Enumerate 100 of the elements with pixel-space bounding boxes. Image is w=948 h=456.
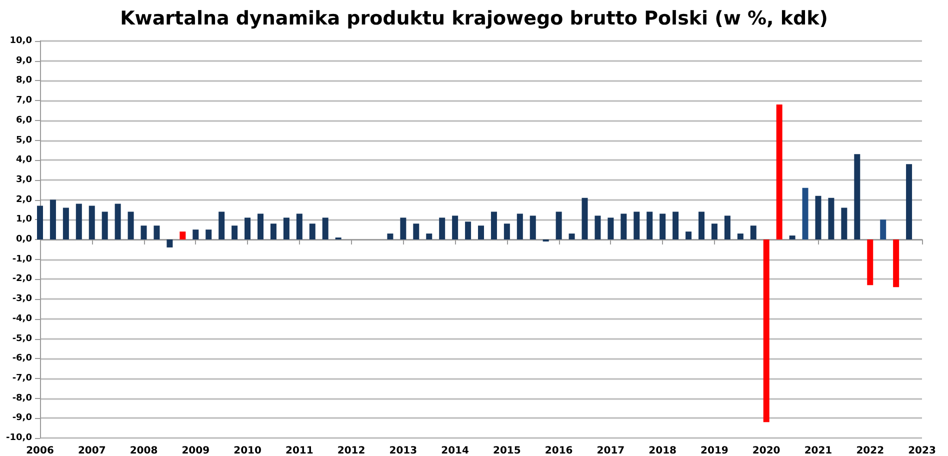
bar [530, 216, 536, 240]
chart-title: Kwartalna dynamika produktu krajowego brutto Polski (w %, kdk) [120, 8, 828, 30]
x-tick-label: 2019 [700, 446, 728, 456]
bar [154, 226, 160, 240]
bar [270, 224, 276, 240]
bar [660, 214, 666, 240]
bar [426, 234, 432, 240]
bar [387, 234, 394, 240]
x-tick-label: 2010 [234, 446, 262, 456]
x-tick-label: 2008 [130, 446, 158, 456]
bar [478, 226, 484, 240]
bar [854, 154, 860, 240]
bar [322, 218, 328, 240]
bar [594, 216, 601, 240]
y-tick-label: -7,0 [12, 373, 32, 384]
bar [206, 230, 212, 240]
bar [504, 224, 510, 240]
bar [620, 214, 627, 240]
bar [140, 226, 147, 240]
x-tick-label: 2023 [908, 446, 936, 456]
bar [114, 204, 121, 240]
bar [672, 212, 679, 240]
bar [180, 232, 186, 240]
bar [737, 234, 744, 240]
bar [413, 224, 420, 240]
bar [166, 240, 173, 248]
bar [128, 212, 134, 240]
bar [634, 212, 640, 240]
y-tick-label: 0,0 [16, 234, 32, 244]
y-tick-label: -2,0 [12, 274, 32, 284]
y-tick-label: -5,0 [12, 334, 32, 344]
bar [841, 208, 848, 240]
bar [608, 218, 614, 240]
x-tick-label: 2006 [26, 446, 54, 456]
x-tick-label: 2021 [804, 446, 832, 456]
bar [789, 236, 796, 240]
bar [465, 222, 472, 240]
x-tick-label: 2013 [389, 446, 418, 456]
bar [686, 232, 692, 240]
y-tick-label: 8,0 [16, 76, 32, 86]
bar [906, 164, 912, 240]
bar [452, 216, 458, 240]
y-tick-label: -4,0 [12, 314, 32, 324]
bar [815, 196, 822, 240]
bar [556, 212, 562, 240]
y-tick-label: -8,0 [12, 393, 32, 404]
y-tick-label: -10,0 [6, 433, 32, 443]
bar [88, 206, 95, 240]
y-tick-label: 9,0 [16, 56, 32, 66]
bar [646, 212, 653, 240]
bar [711, 224, 718, 240]
bar [244, 218, 251, 240]
bar [283, 218, 290, 240]
bar [828, 198, 834, 240]
x-tick-label: 2011 [285, 446, 314, 456]
x-tick-label: 2014 [441, 446, 470, 456]
bar [62, 208, 69, 240]
bar [400, 218, 406, 240]
x-tick-label: 2016 [544, 446, 573, 456]
x-tick-label: 2012 [337, 446, 366, 456]
x-tick-label: 2020 [752, 446, 780, 456]
bar [893, 240, 900, 288]
bar [192, 230, 199, 240]
bar [296, 214, 302, 240]
bar [880, 220, 886, 240]
y-tick-label: -1,0 [12, 254, 32, 264]
x-tick-label: 2009 [182, 446, 210, 456]
y-tick-label: -6,0 [12, 354, 32, 364]
y-tick-label: 10,0 [10, 36, 32, 46]
bar [867, 240, 874, 286]
bar [750, 226, 756, 240]
bar [776, 104, 782, 240]
y-tick-label: 2,0 [16, 194, 32, 205]
y-tick-label: -9,0 [12, 413, 32, 424]
y-tick-label: -3,0 [12, 294, 32, 304]
x-tick-label: 2015 [493, 446, 521, 456]
bar [50, 200, 56, 240]
bar [490, 212, 497, 240]
y-tick-label: 7,0 [16, 96, 32, 106]
bar [724, 216, 730, 240]
bar [802, 188, 808, 240]
bar [258, 214, 264, 240]
bar [698, 212, 704, 240]
bar [37, 206, 43, 240]
y-tick-label: 1,0 [16, 214, 32, 225]
bar [102, 212, 108, 240]
bar [76, 204, 82, 240]
x-tick-label: 2007 [78, 446, 106, 456]
bar [763, 240, 770, 422]
x-tick-label: 2018 [648, 446, 677, 456]
bar [516, 214, 523, 240]
x-tick-label: 2022 [856, 446, 884, 456]
bar [439, 218, 446, 240]
bar [568, 234, 575, 240]
bar [232, 226, 238, 240]
y-tick-label: 4,0 [16, 155, 32, 166]
x-tick-label: 2017 [596, 446, 625, 456]
y-tick-label: 6,0 [16, 115, 32, 126]
bar [309, 224, 316, 240]
y-tick-label: 5,0 [16, 135, 32, 146]
